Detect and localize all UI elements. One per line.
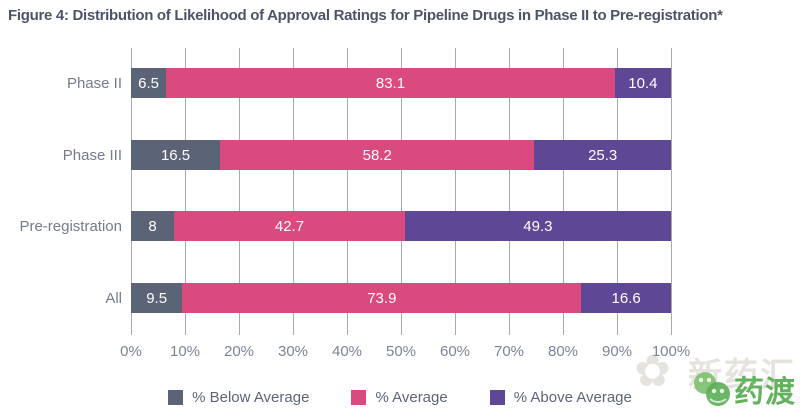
legend-item: % Below Average [168, 389, 309, 406]
legend-swatch-icon [168, 390, 184, 405]
gridline-60% [455, 48, 456, 335]
legend-label: % Below Average [192, 389, 310, 406]
gridline-10% [185, 48, 186, 335]
gridline-80% [563, 48, 564, 335]
xtick-label: 60% [439, 343, 471, 360]
bar-phase-iii: 16.5 58.2 25.3 [131, 140, 671, 170]
gridline-30% [293, 48, 294, 335]
gridline-40% [347, 48, 348, 335]
gridline-50% [401, 48, 402, 335]
bar-segment: 6.5 [131, 68, 167, 98]
bar-segment: 49.3 [404, 211, 671, 241]
legend-swatch-icon [489, 390, 505, 405]
category-label: All [105, 290, 122, 307]
bar-pre-registration: 8 42.7 49.3 [131, 211, 671, 241]
legend-swatch-icon [351, 390, 367, 405]
plot-area: 6.5 83.1 10.4 16.5 58.2 25.3 8 42.7 49.3 9.5 73.9 1… [131, 48, 672, 335]
xtick-label: 70% [493, 343, 525, 360]
bar-segment: 42.7 [174, 211, 405, 241]
bar-segment: 8 [131, 211, 175, 241]
xtick-label: 10% [169, 343, 201, 360]
bar-segment: 16.6 [581, 283, 671, 313]
gridline-0% [131, 48, 132, 335]
bar-segment: 73.9 [182, 283, 582, 313]
xtick-label: 40% [331, 343, 363, 360]
xtick-label: 20% [223, 343, 255, 360]
xtick-label: 90% [601, 343, 633, 360]
legend-item: % Above Average [489, 389, 632, 406]
xtick-label: 0% [120, 343, 142, 360]
legend-label: % Above Average [513, 389, 632, 406]
category-label: Phase III [62, 147, 122, 164]
bar-segment: 25.3 [534, 140, 671, 170]
legend-label: % Average [375, 389, 448, 406]
bar-segment: 10.4 [614, 68, 671, 98]
figure-title: Figure 4: Distribution of Likelihood of … [8, 7, 723, 24]
gridline-20% [239, 48, 240, 335]
xtick-label: 80% [547, 343, 579, 360]
gridline-70% [509, 48, 510, 335]
legend: % Below Average % Average % Above Average [0, 389, 800, 406]
category-label: Phase II [66, 75, 122, 92]
gridline-100% [671, 48, 672, 335]
bar-segment: 16.5 [131, 140, 221, 170]
bar-all: 9.5 73.9 16.6 [131, 283, 671, 313]
bar-segment: 83.1 [166, 68, 615, 98]
gridline-90% [617, 48, 618, 335]
xtick-label: 50% [385, 343, 417, 360]
category-label: Pre-registration [19, 218, 122, 235]
xtick-label: 100% [651, 343, 691, 360]
xtick-label: 30% [277, 343, 309, 360]
legend-item: % Average [351, 389, 448, 406]
bar-segment: 9.5 [131, 283, 183, 313]
bar-phase-ii: 6.5 83.1 10.4 [131, 68, 671, 98]
bar-segment: 58.2 [220, 140, 535, 170]
